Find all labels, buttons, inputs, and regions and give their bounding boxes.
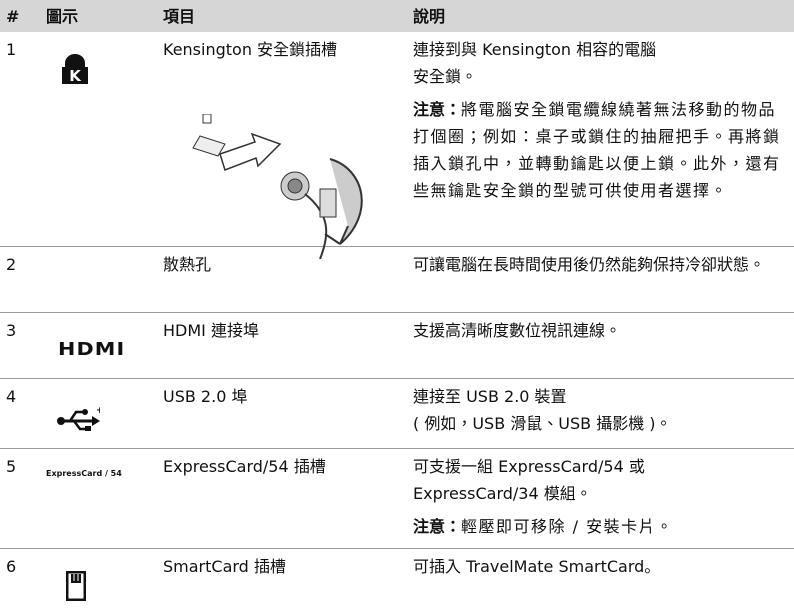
description: 連接至 USB 2.0 裝置 ( 例如，USB 滑鼠、USB 攝影機 )。 (413, 383, 788, 437)
note-text: 將電腦安全鎖電纜線繞著無法移動的物品打個圈；例如：桌子或鎖住的抽屜把手。再將鎖插… (413, 100, 781, 200)
description: 連接到與 Kensington 相容的電腦 安全鎖。 注意：將電腦安全鎖電纜線繞… (413, 36, 788, 204)
item: Kensington 安全鎖插槽 (163, 40, 338, 59)
expresscard-label: ExpressCard / 54 (46, 469, 122, 478)
table-row: 2 散熱孔 可讓電腦在長時間使用後仍然能夠保持冷卻狀態。 (0, 247, 794, 313)
note: 注意：將電腦安全鎖電纜線繞著無法移動的物品打個圈；例如：桌子或鎖住的抽屜把手。再… (413, 96, 788, 204)
description-line: 可讓電腦在長時間使用後仍然能夠保持冷卻狀態。 (413, 255, 766, 274)
description-line: 安全鎖。 (413, 67, 478, 86)
description-line: ( 例如，USB 滑鼠、USB 攝影機 )。 (413, 414, 672, 433)
item: USB 2.0 埠 (163, 387, 248, 406)
description: 可插入 TravelMate SmartCard。 (413, 553, 788, 580)
lock-illustration (192, 114, 363, 259)
description-line: 支援高清晰度數位視訊連線。 (413, 321, 622, 340)
item: HDMI 連接埠 (163, 321, 259, 340)
header-cell: 圖示 (46, 7, 79, 26)
table-row: 1 K Kensington 安全鎖插槽 連接到與 Kensington 相容的… (0, 32, 794, 259)
row-number: 5 (6, 457, 17, 476)
table-row: 5 ExpressCard / 54 ExpressCard/54 插槽 可支援… (0, 449, 794, 549)
header-cell: 項目 (163, 7, 196, 26)
svg-text:+: + (96, 407, 100, 416)
description-line: 可插入 TravelMate SmartCard。 (413, 557, 661, 576)
kensington-icon: K (62, 54, 88, 84)
usb-icon: + (57, 407, 100, 431)
table-header: # 圖示 項目 說明 (0, 0, 794, 32)
row-number: 2 (6, 255, 17, 274)
description: 可支援一組 ExpressCard/54 或 ExpressCard/34 模組… (413, 453, 788, 540)
svg-text:K: K (69, 67, 82, 84)
item: SmartCard 插槽 (163, 557, 286, 576)
row-number: 1 (6, 40, 17, 59)
note: 注意：輕壓即可移除 / 安裝卡片。 (413, 513, 788, 540)
description: 支援高清晰度數位視訊連線。 (413, 317, 788, 344)
table-row: 3 HDMI HDMI 連接埠 支援高清晰度數位視訊連線。 (0, 313, 794, 379)
hdmi-logo: HDMI (58, 339, 126, 360)
description-line: 可支援一組 ExpressCard/54 或 (413, 457, 645, 476)
description-line: 連接到與 Kensington 相容的電腦 (413, 40, 657, 59)
header-cell: # (6, 7, 20, 26)
table-row: 4 + USB 2.0 埠 連接至 USB 2.0 裝置 ( 例如，USB 滑鼠… (0, 379, 794, 449)
row-number: 4 (6, 387, 17, 406)
description-line: 連接至 USB 2.0 裝置 (413, 387, 567, 406)
smartcard-icon (66, 571, 86, 601)
note-text: 輕壓即可移除 / 安裝卡片。 (461, 517, 674, 536)
note-label: 注意： (413, 517, 462, 536)
item: 散熱孔 (163, 255, 212, 274)
item: ExpressCard/54 插槽 (163, 457, 326, 476)
description-line: ExpressCard/34 模組。 (413, 484, 592, 503)
row-number: 6 (6, 557, 17, 576)
note-label: 注意： (413, 100, 462, 119)
description: 可讓電腦在長時間使用後仍然能夠保持冷卻狀態。 (413, 251, 788, 278)
table-row: 6 SmartCard 插槽 可插入 TravelMate SmartCard。 (0, 549, 794, 615)
header-cell: 說明 (413, 7, 446, 26)
row-number: 3 (6, 321, 17, 340)
